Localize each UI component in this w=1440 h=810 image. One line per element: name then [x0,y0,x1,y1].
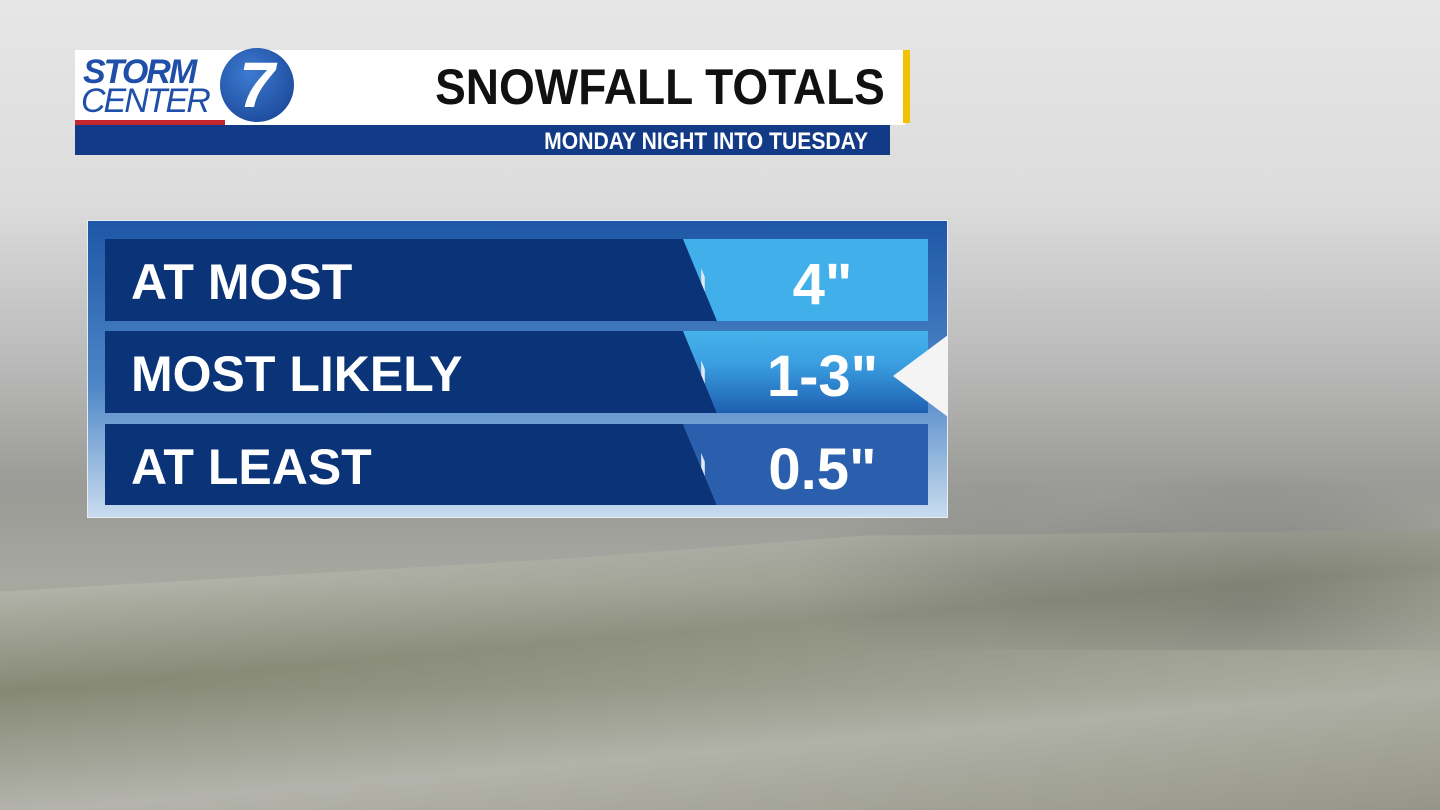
page-title: SNOWFALL TOTALS [435,59,885,115]
logo-center: CENTER [81,82,211,120]
subtitle: MONDAY NIGHT INTO TUESDAY [544,128,868,155]
row-value: 1-3" [683,331,928,413]
label-text: AT MOST [131,254,353,310]
row-label: MOST LIKELY [105,331,717,413]
value-text: 1-3" [766,344,879,409]
row-value: 0.5" [683,424,928,505]
row-value: 4" [683,239,928,321]
logo-seven: 7 [220,48,294,122]
label-text: AT LEAST [131,439,372,495]
row-most-likely: MOST LIKELY 1-3" [105,331,928,413]
header-bar: STORM CENTER 7 SNOWFALL TOTALS [75,48,905,125]
row-label: AT MOST [105,239,717,321]
red-stripe [75,120,225,125]
logo-storm: STORM [83,53,197,91]
value-text: 0.5" [768,437,877,502]
row-label: AT LEAST [105,424,717,505]
label-text: MOST LIKELY [131,346,463,402]
snowfall-panel: AT MOST 4" MOST LIKELY 1-3" AT LEAST 0.5… [87,220,948,518]
subtitle-bar: MONDAY NIGHT INTO TUESDAY [75,125,890,155]
storm-center-7-logo: STORM CENTER 7 [75,48,300,125]
row-at-most: AT MOST 4" [105,239,928,321]
yellow-accent [903,50,910,123]
row-at-least: AT LEAST 0.5" [105,424,928,505]
value-text: 4" [792,252,853,317]
